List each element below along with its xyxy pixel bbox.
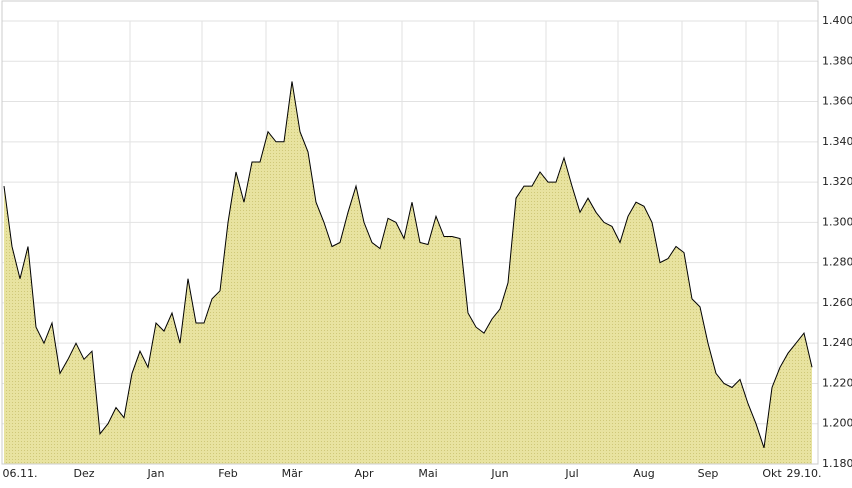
x-tick-label: Sep (698, 467, 719, 480)
x-tick-label: Mär (282, 467, 303, 480)
y-tick-label: 1.180 (822, 457, 852, 470)
x-tick-label: Feb (218, 467, 237, 480)
y-tick-label: 1.340 (822, 135, 852, 148)
y-tick-label: 1.380 (822, 54, 852, 67)
x-tick-label: 29.10. (787, 467, 822, 480)
plot-border (1, 0, 819, 465)
x-tick-label: Jul (564, 467, 578, 480)
x-tick-label: Okt (762, 467, 782, 480)
y-tick-label: 1.360 (822, 95, 852, 108)
x-tick-label: Apr (354, 467, 374, 480)
x-tick-label: Dez (73, 467, 94, 480)
y-tick-label: 1.320 (822, 175, 852, 188)
y-tick-label: 1.300 (822, 215, 852, 228)
y-tick-label: 1.280 (822, 256, 852, 269)
y-tick-label: 1.400 (822, 14, 852, 27)
x-tick-label: Aug (633, 467, 654, 480)
y-tick-label: 1.240 (822, 336, 852, 349)
x-tick-label: Jun (490, 467, 508, 480)
area (4, 81, 812, 465)
x-tick-label: Jan (147, 467, 165, 480)
x-tick-label: 06.11. (3, 467, 38, 480)
y-tick-label: 1.200 (822, 417, 852, 430)
line (3, 81, 813, 449)
y-tick-label: 1.260 (822, 296, 852, 309)
x-tick-label: Mai (418, 467, 437, 480)
y-tick-label: 1.220 (822, 376, 852, 389)
